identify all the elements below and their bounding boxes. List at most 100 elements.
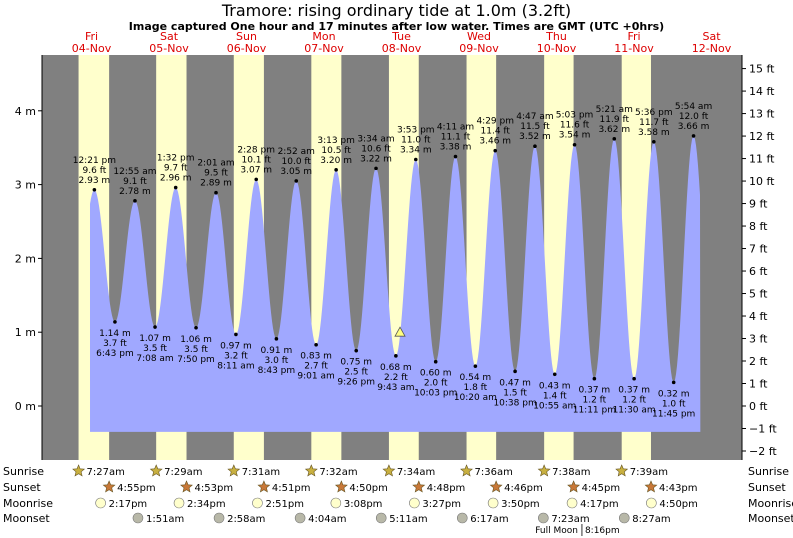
low-tide-label: 11:45 pm — [652, 409, 695, 419]
sun-moon-table: Sunrise Sunrise 7:27am 7:29am 7:31am 7:32am 7:… — [3, 464, 793, 536]
row-label-left: Moonset — [3, 512, 50, 525]
low-tide-label: 2.7 ft — [304, 362, 328, 372]
day-name: Tue — [391, 30, 411, 43]
row-label-left: Sunset — [3, 481, 41, 494]
low-tide-point — [314, 342, 318, 347]
current-tide-marker — [394, 326, 406, 337]
high-tide-label: 5:21 am — [596, 105, 633, 115]
right-axis-tick-label: 9 ft — [749, 198, 768, 211]
high-tide-label: 10.0 ft — [282, 157, 312, 167]
high-tide-label: 2.89 m — [200, 179, 232, 189]
low-tide-label: 0.43 m — [539, 381, 571, 391]
moonset-time: 4:04am — [308, 514, 346, 525]
high-tide-point — [92, 187, 97, 192]
low-tide-label: 6:43 pm — [96, 349, 134, 359]
low-tide-point — [394, 354, 398, 358]
low-tide-label: 2.5 ft — [344, 368, 368, 378]
day-name: Mon — [312, 30, 335, 43]
sunrise-icon — [537, 464, 551, 477]
right-axis-tick-label: 15 ft — [749, 63, 775, 76]
row-label-right: Sunset — [748, 481, 786, 494]
low-tide-label: 9:26 pm — [337, 378, 375, 388]
sunset-icon — [180, 480, 193, 493]
low-tide-label: 0.32 m — [658, 389, 690, 399]
low-tide-point — [473, 364, 478, 368]
right-axis-tick-label: 2 ft — [749, 355, 768, 368]
high-tide-label: 5:54 am — [675, 102, 712, 112]
left-axis-tick-label: 4 m — [15, 105, 36, 118]
low-tide-label: 11:11 pm — [573, 406, 616, 416]
right-axis-tick-label: 8 ft — [749, 220, 768, 233]
sunset-time: 4:51pm — [272, 483, 311, 494]
low-tide-point — [513, 369, 517, 374]
moonset-icon — [132, 512, 144, 524]
low-tide-label: 0.37 m — [618, 386, 650, 396]
moonset-time: 7:23am — [551, 514, 589, 525]
low-tide-point — [552, 372, 557, 377]
row-label-left: Sunrise — [3, 465, 44, 478]
sunset-time: 4:46pm — [504, 483, 543, 494]
high-tide-label: 1:32 pm — [157, 154, 195, 164]
moonset-icon — [294, 512, 306, 524]
low-tide-label: 0.37 m — [579, 386, 611, 396]
moonrise-icon — [173, 497, 185, 509]
day-name: Sat — [702, 30, 721, 43]
low-tide-point — [113, 320, 117, 324]
low-tide-label: 8:11 am — [217, 361, 254, 371]
high-tide-label: 3.52 m — [519, 132, 551, 142]
sunrise-time: 7:39am — [630, 467, 668, 478]
high-tide-label: 2.78 m — [119, 187, 151, 197]
high-tide-label: 4:11 am — [437, 123, 474, 133]
right-axis-tick-label: 0 ft — [749, 400, 768, 413]
high-tide-label: 11.4 ft — [481, 127, 511, 137]
high-tide-point — [453, 154, 458, 159]
high-tide-label: 3.46 m — [479, 137, 511, 147]
moonrise-icon — [95, 497, 106, 509]
high-tide-point — [413, 157, 418, 162]
high-tide-label: 2:52 am — [278, 147, 315, 157]
low-tide-label: 3.2 ft — [224, 351, 248, 361]
sunset-icon — [102, 480, 116, 493]
high-tide-label: 11.5 ft — [520, 122, 550, 132]
moonset-time: 6:17am — [470, 514, 508, 525]
moonrise-icon — [487, 497, 499, 509]
low-tide-label: 1.0 ft — [662, 399, 686, 409]
high-tide-label: 2.93 m — [79, 176, 111, 186]
high-tide-label: 12.0 ft — [679, 112, 709, 122]
high-tide-point — [691, 134, 696, 138]
sunrise-icon — [460, 464, 473, 477]
high-tide-label: 2.96 m — [160, 174, 192, 184]
high-tide-label: 4:47 am — [516, 112, 553, 122]
low-tide-label: 3.5 ft — [184, 345, 208, 355]
high-tide-label: 3.07 m — [240, 165, 272, 175]
low-tide-label: 10:55 am — [533, 401, 576, 411]
moonset-time: 1:51am — [146, 514, 184, 525]
row-label-right: Sunrise — [748, 465, 789, 478]
high-tide-point — [214, 190, 218, 195]
moonrise-time: 3:27pm — [422, 499, 461, 510]
moon-phase-time: 8:16pm — [585, 526, 620, 536]
low-tide-label: 3.7 ft — [103, 339, 127, 349]
right-axis: −2 ft −1 ft 0 ft 1 ft 2 ft 3 ft 4 ft 5 ft 6 ft 7 … — [741, 55, 777, 460]
low-tide-label: 1.8 ft — [464, 383, 488, 393]
high-tide-point — [254, 177, 259, 182]
right-axis-tick-label: 10 ft — [749, 175, 775, 188]
low-tide-label: 1.4 ft — [543, 391, 567, 401]
high-tide-label: 3.34 m — [400, 146, 432, 156]
row-label-right: Moonrise — [748, 497, 793, 510]
high-tide-label: 9.6 ft — [83, 166, 107, 176]
low-tide-point — [433, 359, 438, 364]
low-tide-label: 0.68 m — [380, 363, 412, 373]
day-date: 09-Nov — [459, 42, 499, 55]
high-tide-label: 9.1 ft — [123, 177, 147, 187]
high-tide-label: 9.5 ft — [204, 169, 228, 179]
moonrise-icon — [566, 497, 578, 509]
row-label-left: Moonrise — [3, 497, 53, 510]
sunset-time: 4:50pm — [349, 483, 388, 494]
sunset-icon — [257, 480, 271, 493]
moonset-time: 2:58am — [227, 514, 265, 525]
day-name: Thu — [545, 30, 567, 43]
day-date: 10-Nov — [537, 42, 577, 55]
high-tide-label: 3:53 pm — [397, 126, 435, 136]
